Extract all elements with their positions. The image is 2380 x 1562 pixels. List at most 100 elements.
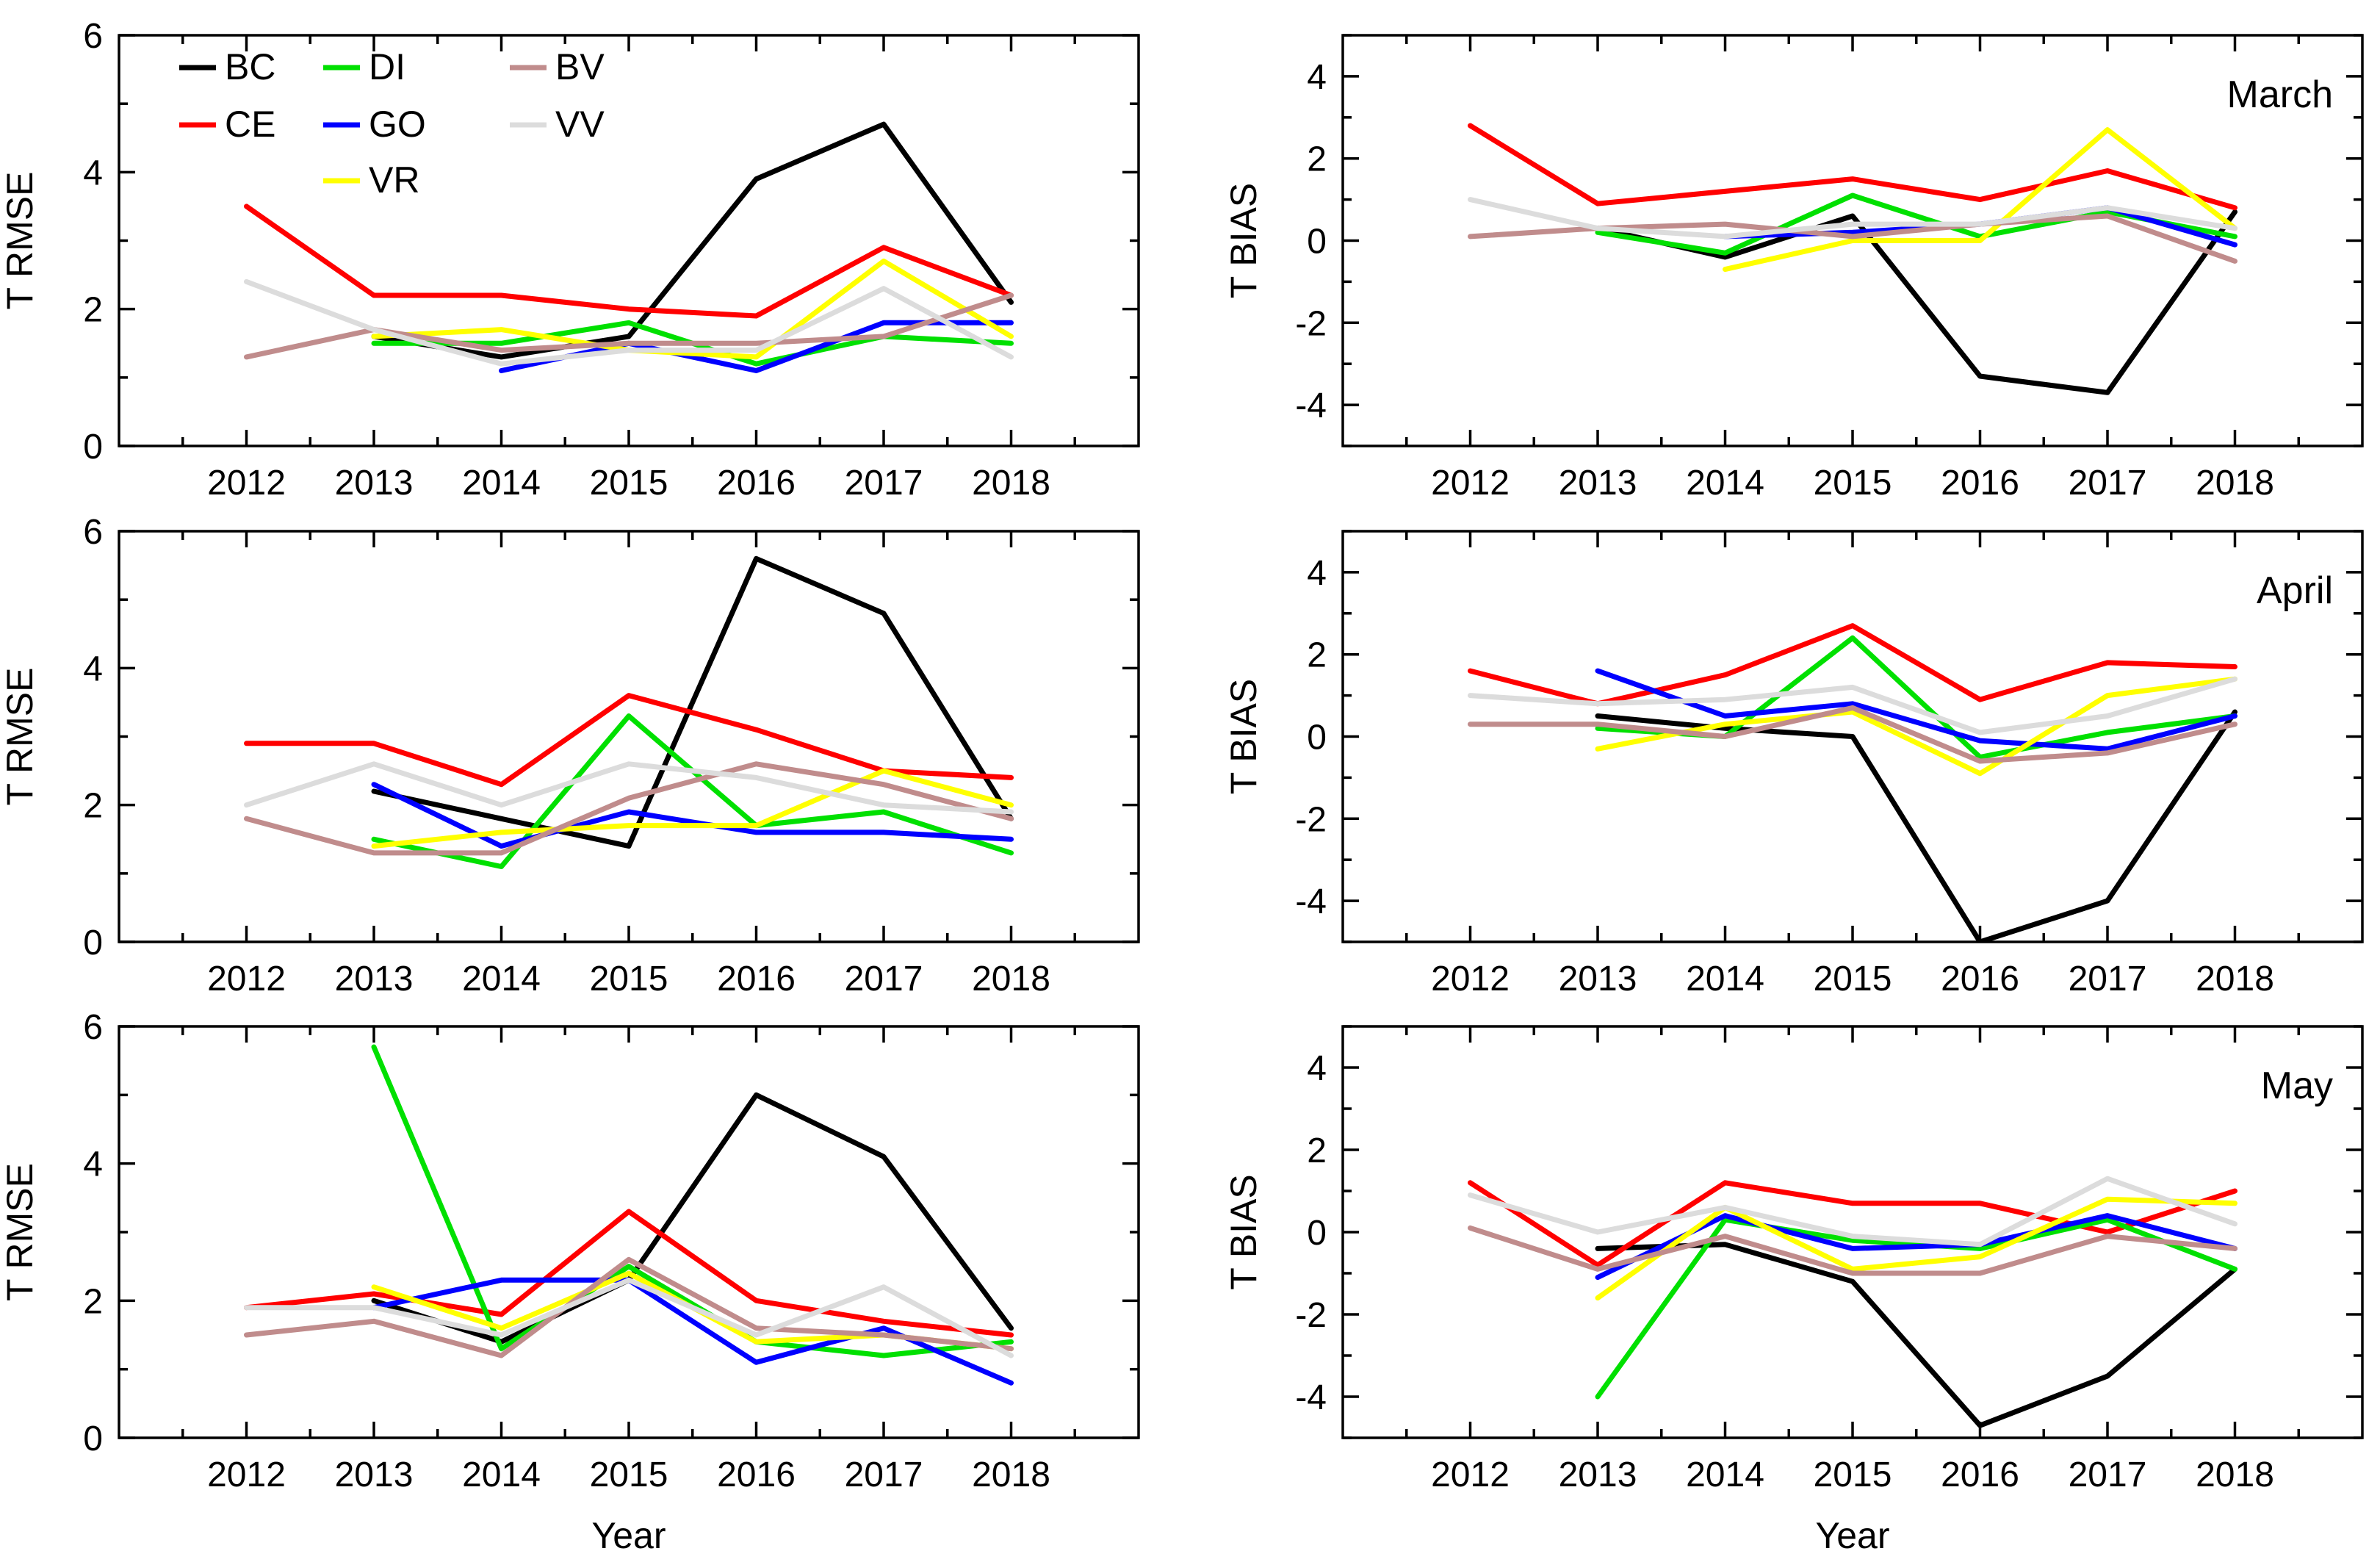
x-tick-label: 2017 (845, 464, 923, 503)
y-tick-label: -2 (1295, 1296, 1327, 1335)
series-line-ce (244, 693, 1014, 788)
series-line-vr (1723, 127, 2237, 273)
legend-label: BV (555, 46, 605, 87)
legend-label: VV (555, 104, 605, 145)
series-line-vv (1468, 197, 2237, 240)
x-tick-label: 2014 (462, 1455, 541, 1494)
y-axis-title: T BIAS (1223, 679, 1264, 794)
panel-rmse-may: 2012 2013 2014 2015 2016 2017 2018 0 2 4 6 T RMSE Ye… (0, 1008, 1140, 1556)
series-group (1468, 123, 2237, 395)
x-tick-label: 2015 (1814, 960, 1892, 998)
y-tick-label: 2 (1307, 636, 1327, 675)
y-tick-label: 0 (1307, 1214, 1327, 1253)
y-tick-label: 2 (1307, 140, 1327, 179)
series-line-vr (371, 258, 1014, 360)
panel-bias-may: 2012 2013 2014 2015 2016 2017 2018 -4 -2 0 2 4 T BIA… (1223, 1025, 2364, 1556)
series-line-ce (1468, 123, 2237, 211)
x-tick-label: 2013 (335, 464, 414, 503)
x-tick-label: 2016 (1941, 960, 2019, 998)
y-axis-title: T RMSE (0, 668, 40, 806)
legend-item-ce: CE (179, 104, 275, 145)
x-tick-label: 2013 (335, 960, 414, 998)
y-tick-label: 2 (83, 291, 103, 330)
plot-frame (118, 1025, 1140, 1439)
series-line-vv (1468, 676, 2237, 735)
panel-rmse-april: 2012 2013 2014 2015 2016 2017 2018 0 2 4 6 T RMSE (0, 513, 1140, 998)
series-line-bc (371, 121, 1014, 360)
y-tick-label: 2 (83, 787, 103, 826)
x-tick-label: 2018 (972, 1455, 1050, 1494)
x-tick-label: 2015 (590, 464, 668, 503)
legend-label: CE (225, 104, 275, 145)
series-line-vv (1468, 1176, 2237, 1248)
series-line-go (1595, 1213, 2237, 1281)
series-line-bv (1468, 705, 2237, 764)
x-tick-label: 2014 (462, 960, 541, 998)
x-tick-label: 2016 (1941, 464, 2019, 503)
legend-item-vv: VV (510, 104, 605, 145)
series-group (244, 121, 1014, 373)
y-tick-label: -4 (1295, 386, 1327, 425)
series-line-ce (1468, 1180, 2237, 1268)
legend-item-di: DI (323, 46, 405, 87)
plot-frame (1341, 1025, 2364, 1439)
series-line-bv (244, 761, 1014, 856)
y-axis-title: T RMSE (0, 172, 40, 310)
x-tick-label: 2018 (2196, 464, 2274, 503)
series-line-bc (371, 1092, 1014, 1345)
x-axis-title: Year (1815, 1515, 1889, 1556)
series-line-bc (371, 555, 1014, 849)
legend-label: VR (369, 159, 419, 201)
y-tick-label: -2 (1295, 304, 1327, 343)
legend-item-bv: BV (510, 46, 605, 87)
x-tick-label: 2017 (845, 960, 923, 998)
x-tick-label: 2017 (2069, 1455, 2147, 1494)
legend: BC CE DI GO VR BV VV (179, 46, 605, 201)
y-tick-label: 6 (83, 1008, 103, 1047)
y-tick-label: 4 (83, 649, 103, 688)
panel-bias-april: 2012 2013 2014 2015 2016 2017 2018 -4 -2 0 2 4 T BIA… (1223, 530, 2364, 998)
x-tick-label: 2017 (2069, 464, 2147, 503)
panel-rmse-march: 2012 2013 2014 2015 2016 2017 2018 0 2 4 6 T RMSE (0, 17, 1140, 503)
y-tick-label: 4 (1307, 1049, 1327, 1088)
x-tick-label: 2013 (1559, 1455, 1637, 1494)
x-tick-label: 2016 (717, 960, 796, 998)
legend-item-bc: BC (179, 46, 275, 87)
y-tick-label: 0 (83, 428, 103, 467)
plot-frame (118, 34, 1140, 447)
x-tick-label: 2012 (1431, 960, 1510, 998)
month-annotation: May (2261, 1065, 2333, 1107)
x-tick-label: 2014 (1686, 960, 1764, 998)
y-tick-label: 0 (83, 924, 103, 962)
x-tick-label: 2015 (1814, 464, 1892, 503)
y-tick-label: 0 (83, 1419, 103, 1458)
x-tick-label: 2018 (2196, 960, 2274, 998)
series-line-vr (371, 768, 1014, 849)
x-tick-label: 2017 (2069, 960, 2147, 998)
legend-label: BC (225, 46, 275, 87)
series-line-ce (244, 1209, 1014, 1338)
series-line-di (371, 1044, 1014, 1358)
series-line-vr (1595, 676, 2237, 777)
x-tick-label: 2014 (462, 464, 541, 503)
y-tick-label: 4 (83, 154, 103, 192)
x-tick-label: 2013 (1559, 960, 1637, 998)
y-tick-label: 6 (83, 513, 103, 552)
y-axis-title: T BIAS (1223, 1174, 1264, 1289)
x-tick-label: 2012 (1431, 464, 1510, 503)
x-tick-label: 2016 (1941, 1455, 2019, 1494)
x-tick-label: 2012 (207, 464, 286, 503)
series-line-vr (1595, 1196, 2237, 1301)
y-tick-label: 4 (1307, 554, 1327, 593)
series-group (1468, 1176, 2237, 1428)
y-axis-title: T RMSE (0, 1163, 40, 1301)
y-tick-label: -4 (1295, 882, 1327, 921)
x-tick-label: 2012 (207, 1455, 286, 1494)
series-line-vv (244, 1277, 1014, 1358)
y-tick-label: 2 (1307, 1131, 1327, 1170)
series-line-vv (244, 278, 1014, 367)
x-tick-label: 2012 (207, 960, 286, 998)
x-tick-label: 2013 (335, 1455, 414, 1494)
